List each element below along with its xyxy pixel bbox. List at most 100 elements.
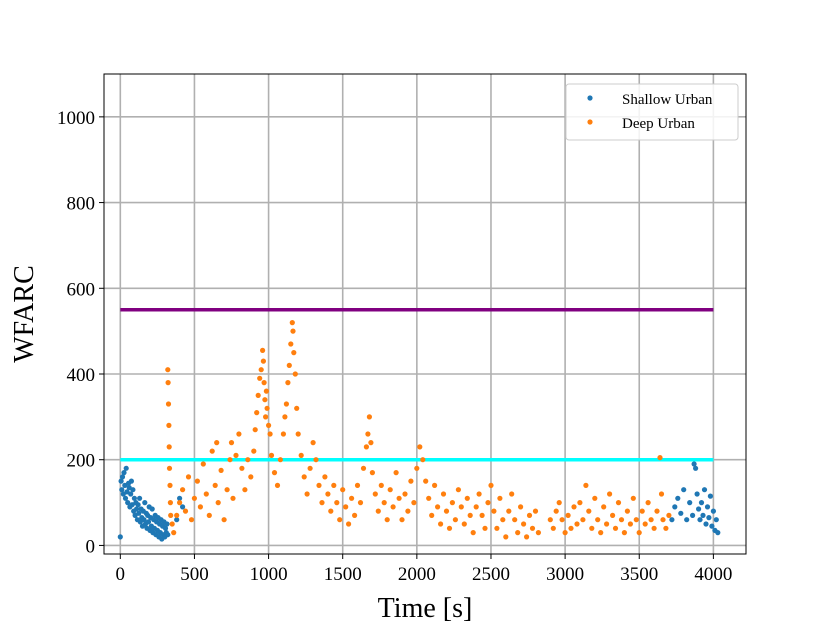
point-1-42 xyxy=(255,392,261,398)
point-0-65 xyxy=(174,517,180,523)
point-1-18 xyxy=(194,478,200,484)
point-0-17 xyxy=(130,487,136,493)
point-1-111 xyxy=(414,465,420,471)
point-0-87 xyxy=(707,493,714,499)
point-1-39 xyxy=(251,448,257,454)
point-1-114 xyxy=(423,478,429,484)
point-1-68 xyxy=(294,405,300,411)
point-1-22 xyxy=(206,512,212,519)
x-tick-label-2: 1000 xyxy=(250,564,288,585)
point-0-10 xyxy=(125,500,131,506)
point-1-88 xyxy=(352,512,358,519)
point-1-43 xyxy=(257,375,263,381)
point-0-32 xyxy=(141,517,147,523)
point-1-103 xyxy=(390,504,396,510)
point-0-83 xyxy=(701,487,708,493)
point-1-76 xyxy=(316,482,322,488)
point-0-5 xyxy=(121,470,127,476)
point-1-95 xyxy=(368,440,374,446)
point-0-81 xyxy=(698,500,705,506)
point-1-164 xyxy=(580,517,586,523)
point-1-192 xyxy=(660,517,666,523)
point-1-48 xyxy=(262,397,268,403)
point-1-167 xyxy=(589,525,595,531)
point-1-69 xyxy=(295,431,301,437)
y-tick-label-2: 400 xyxy=(67,365,96,386)
point-0-76 xyxy=(691,461,697,467)
point-0-88 xyxy=(709,523,715,529)
point-1-46 xyxy=(260,358,266,364)
point-1-125 xyxy=(455,487,461,493)
legend-marker-1 xyxy=(587,119,593,125)
point-1-139 xyxy=(497,495,503,501)
point-1-54 xyxy=(268,452,275,458)
point-1-117 xyxy=(432,482,438,488)
y-axis-ticks: 0 200 400 600 800 1000 xyxy=(57,108,104,557)
point-1-44 xyxy=(258,367,264,373)
point-1-155 xyxy=(553,508,559,514)
point-1-115 xyxy=(426,495,432,501)
point-1-132 xyxy=(476,491,482,497)
point-1-64 xyxy=(289,320,295,326)
point-1-116 xyxy=(429,512,435,519)
point-0-14 xyxy=(128,491,134,497)
point-1-142 xyxy=(506,508,512,514)
point-1-66 xyxy=(291,350,297,356)
point-1-107 xyxy=(402,491,408,497)
point-1-171 xyxy=(601,504,607,510)
point-1-73 xyxy=(307,465,313,471)
point-1-49 xyxy=(263,414,269,420)
point-1-169 xyxy=(595,517,601,523)
point-1-94 xyxy=(366,414,372,420)
point-1-40 xyxy=(252,427,258,433)
point-0-19 xyxy=(131,495,137,501)
point-1-168 xyxy=(592,495,598,501)
point-1-106 xyxy=(399,517,405,523)
point-1-181 xyxy=(630,495,636,501)
point-0-80 xyxy=(697,517,703,523)
point-0-92 xyxy=(715,530,721,536)
point-1-130 xyxy=(470,530,476,536)
point-1-92 xyxy=(363,444,369,450)
point-1-119 xyxy=(438,521,444,527)
point-1-186 xyxy=(645,500,651,506)
y-axis-label: WFARC xyxy=(9,265,40,363)
point-1-131 xyxy=(473,504,479,510)
point-0-70 xyxy=(675,495,681,501)
point-1-173 xyxy=(607,491,613,497)
point-0-25 xyxy=(136,510,142,516)
point-1-101 xyxy=(384,517,390,523)
point-1-179 xyxy=(624,508,631,514)
point-1-137 xyxy=(491,508,497,514)
point-0-71 xyxy=(678,510,684,516)
point-0-69 xyxy=(672,504,678,510)
point-0-3 xyxy=(119,474,126,480)
point-1-36 xyxy=(242,487,248,493)
point-1-133 xyxy=(479,512,485,519)
x-tick-label-1: 500 xyxy=(180,564,209,585)
point-1-146 xyxy=(518,504,524,510)
point-1-33 xyxy=(233,452,239,458)
point-1-51 xyxy=(264,405,270,411)
point-1-190 xyxy=(657,455,663,461)
point-1-156 xyxy=(556,500,562,506)
point-1-28 xyxy=(221,517,227,523)
point-1-81 xyxy=(331,482,337,488)
point-0-22 xyxy=(134,506,140,512)
point-1-176 xyxy=(615,500,622,506)
x-axis-label: Time [s] xyxy=(378,593,473,623)
point-1-154 xyxy=(550,525,556,531)
point-1-11 xyxy=(174,512,180,519)
point-1-57 xyxy=(277,457,283,463)
point-1-53 xyxy=(267,431,273,437)
point-1-99 xyxy=(378,482,384,488)
x-tick-label-4: 2000 xyxy=(398,564,436,585)
point-1-35 xyxy=(239,465,245,471)
point-1-148 xyxy=(524,534,530,540)
point-1-149 xyxy=(526,512,533,519)
plot-frame xyxy=(103,73,747,555)
point-0-82 xyxy=(700,512,706,519)
point-0-68 xyxy=(669,517,675,523)
point-1-21 xyxy=(203,491,209,497)
x-tick-label-0: 0 xyxy=(116,564,126,585)
